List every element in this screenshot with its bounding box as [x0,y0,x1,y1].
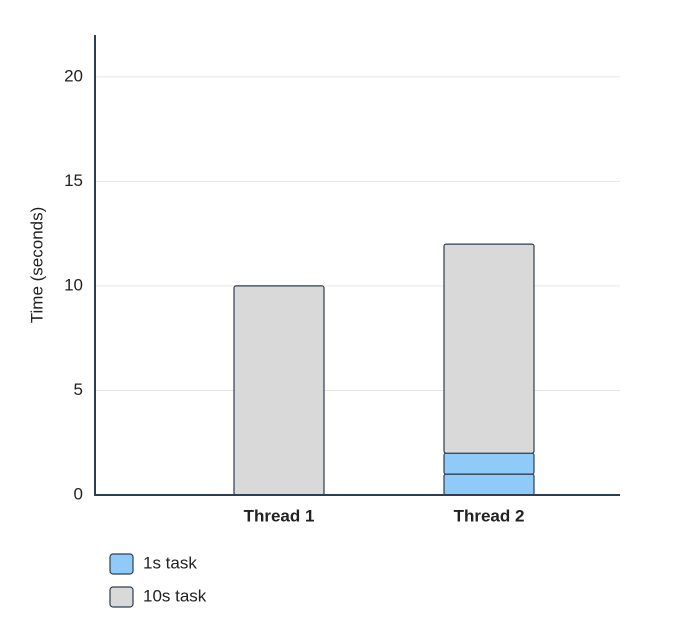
y-tick-label: 5 [74,380,83,399]
y-tick-label: 0 [74,484,83,503]
y-axis-title: Time (seconds) [27,207,46,324]
y-tick-label: 20 [64,66,83,85]
legend-swatch [109,586,134,608]
legend-label: 10s task [143,586,207,605]
y-tick-label: 10 [64,275,83,294]
x-tick-label: Thread 1 [244,506,315,525]
bar-segment [233,285,325,496]
bar-segment [443,243,535,454]
legend-swatch [109,553,134,575]
y-tick-label: 15 [64,171,83,190]
x-tick-label: Thread 2 [454,506,525,525]
legend-label: 1s task [143,553,197,572]
bar-segment [443,473,535,496]
bar-segment [443,452,535,475]
